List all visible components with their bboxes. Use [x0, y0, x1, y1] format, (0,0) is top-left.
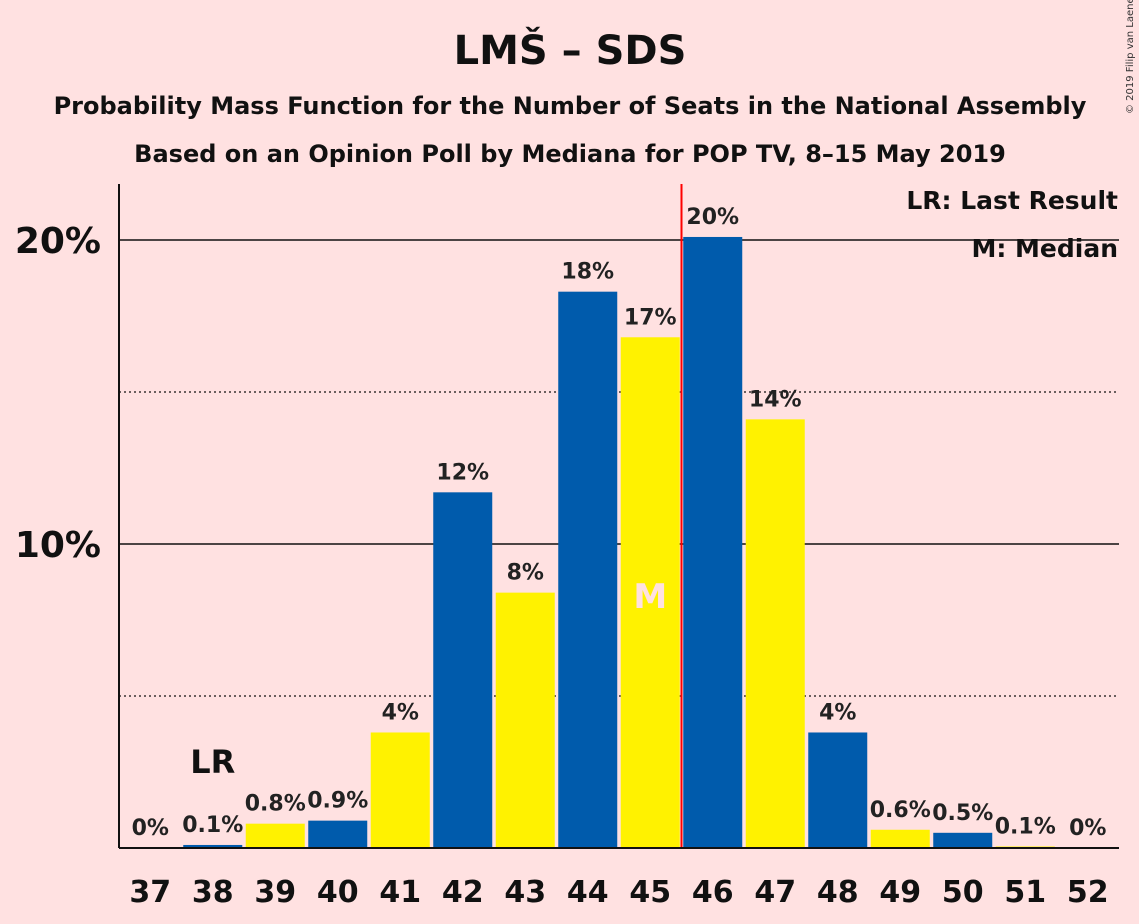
chart-subtitle-source: Based on an Opinion Poll by Mediana for …: [134, 140, 1006, 168]
x-tick-43: 43: [504, 875, 546, 910]
y-tick-1: 20%: [15, 221, 101, 262]
x-tick-41: 41: [379, 875, 421, 910]
x-tick-45: 45: [629, 875, 671, 910]
value-label-46: 20%: [686, 205, 739, 230]
value-label-48: 4%: [819, 700, 856, 725]
value-label-50: 0.5%: [932, 801, 993, 826]
bar-46: [683, 236, 743, 848]
value-labels: 0% 0.1%0.8% 0.9%4%12%8%18%17%20%14%4%0.6% 0…: [132, 205, 1107, 841]
bars: [183, 236, 1055, 848]
bar-47: [745, 419, 805, 848]
value-label-39: 0.8%: [245, 792, 306, 817]
value-label-51: 0.1%: [995, 814, 1056, 839]
value-label-40: 0.9%: [307, 789, 368, 814]
x-tick-48: 48: [817, 875, 859, 910]
median-marker: M: [633, 577, 667, 617]
value-label-37: 0%: [132, 816, 169, 841]
bar-48: [808, 732, 868, 848]
legend-last-result: LR: Last Result: [906, 186, 1118, 215]
x-tick-46: 46: [692, 875, 734, 910]
x-tick-51: 51: [1004, 875, 1046, 910]
chart-title: LMŠ – SDS: [454, 26, 687, 74]
legend-median: M: Median: [971, 234, 1118, 263]
bar-44: [558, 291, 618, 848]
x-tick-52: 52: [1067, 875, 1109, 910]
value-label-45: 17%: [624, 305, 677, 330]
last-result-marker: LR: [190, 743, 235, 781]
x-tick-37: 37: [129, 875, 171, 910]
bar-41: [370, 732, 430, 848]
x-axis-ticks: 37 38 39 40 41 42 43 44 45 46 47 48 49 50 51 52: [129, 875, 1108, 910]
copyright-text: © 2019 Filip van Laenen: [1125, 0, 1136, 114]
value-label-43: 8%: [507, 561, 544, 586]
x-tick-49: 49: [879, 875, 921, 910]
bar-42: [433, 492, 493, 848]
bar-49: [870, 829, 930, 848]
y-tick-0: 10%: [15, 525, 101, 566]
bar-38: [183, 844, 243, 848]
value-label-52: 0%: [1069, 816, 1106, 841]
value-label-47: 14%: [749, 387, 802, 412]
bar-50: [933, 832, 993, 848]
value-label-49: 0.6%: [870, 798, 931, 823]
y-axis-ticks: 10% 20%: [15, 221, 101, 566]
x-tick-47: 47: [754, 875, 796, 910]
axes: [118, 184, 1119, 849]
value-label-41: 4%: [382, 700, 419, 725]
markers: LR M: [190, 184, 683, 848]
chart-subtitle: Probability Mass Function for the Number…: [54, 92, 1087, 120]
x-tick-38: 38: [192, 875, 234, 910]
x-tick-44: 44: [567, 875, 609, 910]
bar-39: [245, 823, 305, 848]
value-label-42: 12%: [436, 460, 489, 485]
bar-40: [308, 820, 368, 848]
value-label-44: 18%: [561, 260, 614, 285]
bar-43: [495, 592, 555, 848]
x-tick-40: 40: [317, 875, 359, 910]
x-tick-42: 42: [442, 875, 484, 910]
grid-lines: [119, 239, 1119, 697]
x-tick-39: 39: [254, 875, 296, 910]
bar-45: [620, 337, 680, 848]
x-tick-50: 50: [942, 875, 984, 910]
value-label-38: 0.1%: [182, 813, 243, 838]
